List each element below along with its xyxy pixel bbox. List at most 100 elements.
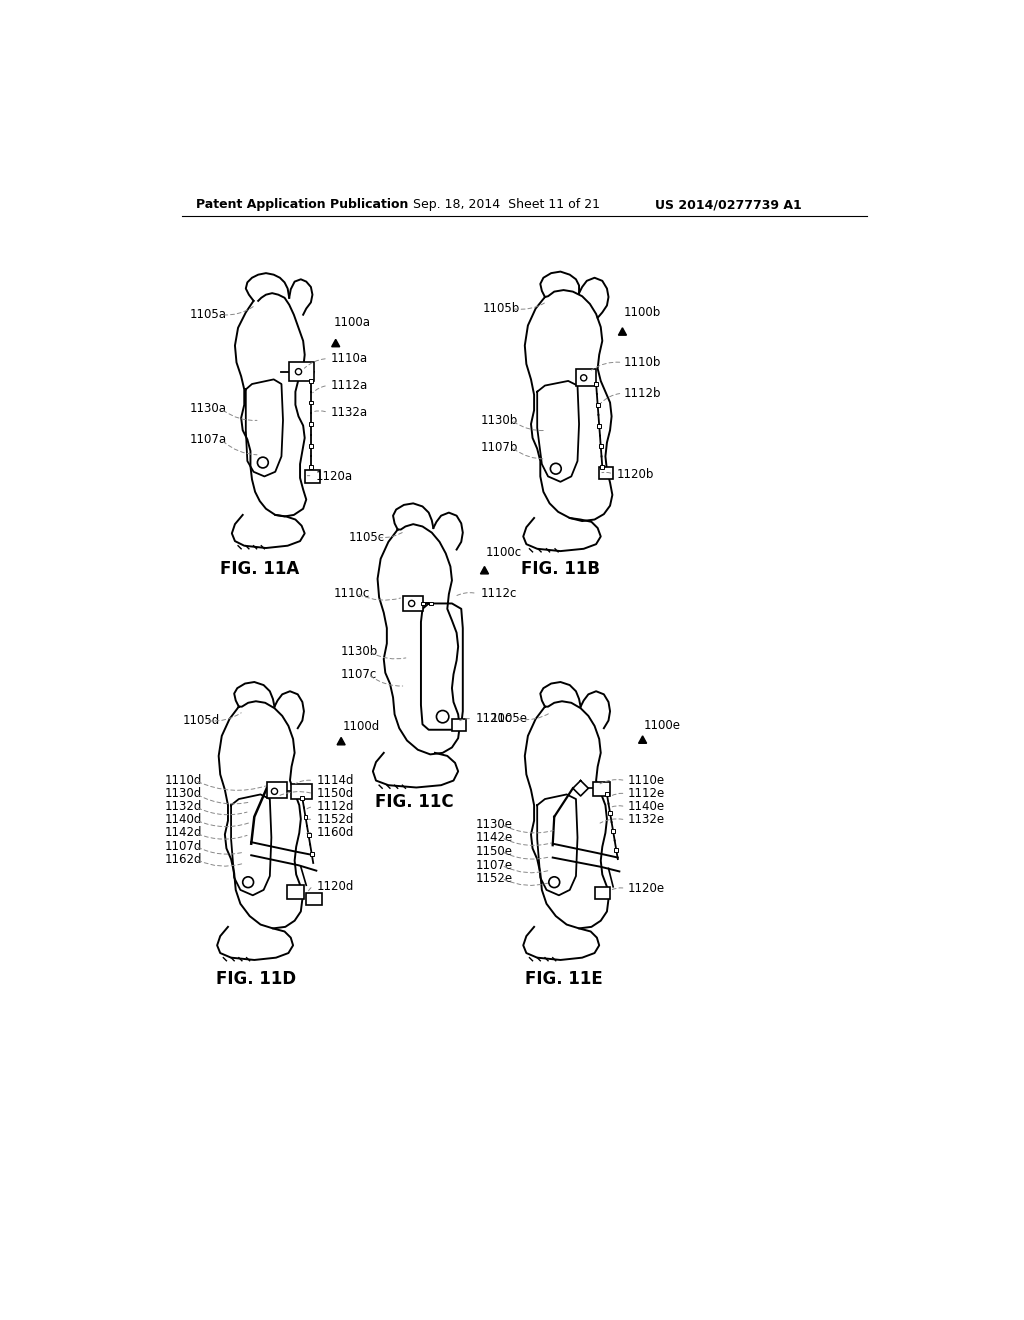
Text: 1110d: 1110d [165, 774, 202, 787]
Polygon shape [421, 603, 463, 730]
Text: 1120a: 1120a [315, 470, 352, 483]
Text: 1120e: 1120e [628, 882, 665, 895]
Bar [597, 424, 601, 428]
Text: 1100a: 1100a [334, 315, 371, 329]
Bar [266, 781, 287, 799]
Bar [291, 784, 312, 799]
Text: 1120d: 1120d [316, 879, 353, 892]
Text: 1112a: 1112a [331, 379, 369, 392]
Text: 1110e: 1110e [628, 774, 665, 787]
Text: 1107c: 1107c [341, 668, 378, 681]
Text: US 2014/0277739 A1: US 2014/0277739 A1 [655, 198, 802, 211]
Text: Patent Application Publication: Patent Application Publication [197, 198, 409, 211]
Text: 1120c: 1120c [475, 713, 511, 726]
Polygon shape [618, 327, 627, 335]
Text: 1107b: 1107b [480, 441, 518, 454]
Text: 1105b: 1105b [483, 302, 520, 315]
Bar [600, 465, 604, 469]
Text: 1114d: 1114d [316, 774, 354, 787]
Polygon shape [572, 780, 589, 796]
Text: 1112b: 1112b [624, 387, 662, 400]
Bar [596, 403, 600, 407]
Bar [309, 444, 313, 447]
Text: 1100b: 1100b [624, 306, 662, 319]
Text: 1130a: 1130a [190, 403, 227, 416]
Circle shape [581, 375, 587, 381]
Circle shape [550, 463, 561, 474]
Polygon shape [538, 795, 578, 895]
Text: 1160d: 1160d [316, 826, 353, 840]
Circle shape [257, 457, 268, 469]
Text: 1105d: 1105d [182, 714, 219, 727]
Circle shape [295, 368, 302, 375]
Circle shape [409, 601, 415, 607]
Text: 1107d: 1107d [165, 840, 202, 853]
Bar [595, 887, 610, 899]
Text: 1142d: 1142d [165, 826, 202, 840]
Bar [309, 465, 313, 469]
Polygon shape [332, 339, 340, 347]
Bar [300, 796, 304, 800]
Text: FIG. 11B: FIG. 11B [521, 560, 600, 578]
Bar [599, 445, 603, 449]
Bar [611, 829, 615, 833]
Text: 1100e: 1100e [644, 718, 681, 731]
Text: 1130b: 1130b [480, 413, 518, 426]
Text: 1107a: 1107a [190, 433, 227, 446]
Bar [309, 400, 313, 404]
Text: 1112d: 1112d [316, 800, 354, 813]
Polygon shape [337, 738, 345, 744]
Bar [309, 379, 313, 383]
Text: 1142e: 1142e [475, 832, 512, 843]
Text: 1130e: 1130e [475, 818, 512, 832]
Text: FIG. 11E: FIG. 11E [524, 970, 602, 987]
Text: 1130b: 1130b [341, 644, 379, 657]
Bar [593, 781, 610, 796]
Text: 1152e: 1152e [475, 871, 512, 884]
Text: 1105c: 1105c [349, 531, 385, 544]
Bar [614, 847, 618, 851]
Text: 1150d: 1150d [316, 787, 353, 800]
Bar [421, 602, 425, 606]
Circle shape [243, 876, 254, 887]
Text: 1100c: 1100c [486, 546, 522, 560]
Text: 1107e: 1107e [475, 859, 512, 871]
Text: Sep. 18, 2014  Sheet 11 of 21: Sep. 18, 2014 Sheet 11 of 21 [414, 198, 600, 211]
Bar [452, 719, 466, 731]
Text: 1110c: 1110c [334, 587, 370, 601]
Bar [303, 814, 307, 818]
Bar [305, 470, 321, 483]
Text: 1140e: 1140e [628, 800, 665, 813]
Polygon shape [231, 795, 271, 895]
Text: 1100d: 1100d [343, 721, 380, 733]
Text: 1112e: 1112e [628, 787, 666, 800]
Text: FIG. 11D: FIG. 11D [216, 970, 296, 987]
Polygon shape [246, 379, 283, 477]
Polygon shape [480, 566, 488, 574]
Text: 1120b: 1120b [616, 467, 653, 480]
Text: 1152d: 1152d [316, 813, 353, 826]
Text: 1162d: 1162d [165, 853, 202, 866]
Text: 1130d: 1130d [165, 787, 202, 800]
Bar [599, 467, 613, 479]
Bar [306, 833, 310, 837]
Circle shape [549, 876, 560, 887]
Text: 1112c: 1112c [480, 587, 517, 601]
Bar [605, 792, 609, 796]
Text: 1140d: 1140d [165, 813, 202, 826]
Bar [309, 851, 313, 855]
Text: FIG. 11C: FIG. 11C [376, 793, 454, 810]
Text: 1110a: 1110a [331, 352, 369, 366]
Bar [287, 886, 304, 899]
Text: 1132a: 1132a [331, 407, 369, 418]
Bar [309, 422, 313, 426]
Polygon shape [538, 381, 579, 482]
Bar [306, 892, 322, 904]
Text: 1150e: 1150e [475, 845, 512, 858]
Text: 1132d: 1132d [165, 800, 202, 813]
Circle shape [271, 788, 278, 795]
Text: 1105e: 1105e [490, 713, 527, 726]
Circle shape [436, 710, 449, 723]
Bar [289, 363, 314, 381]
Bar [403, 595, 423, 611]
